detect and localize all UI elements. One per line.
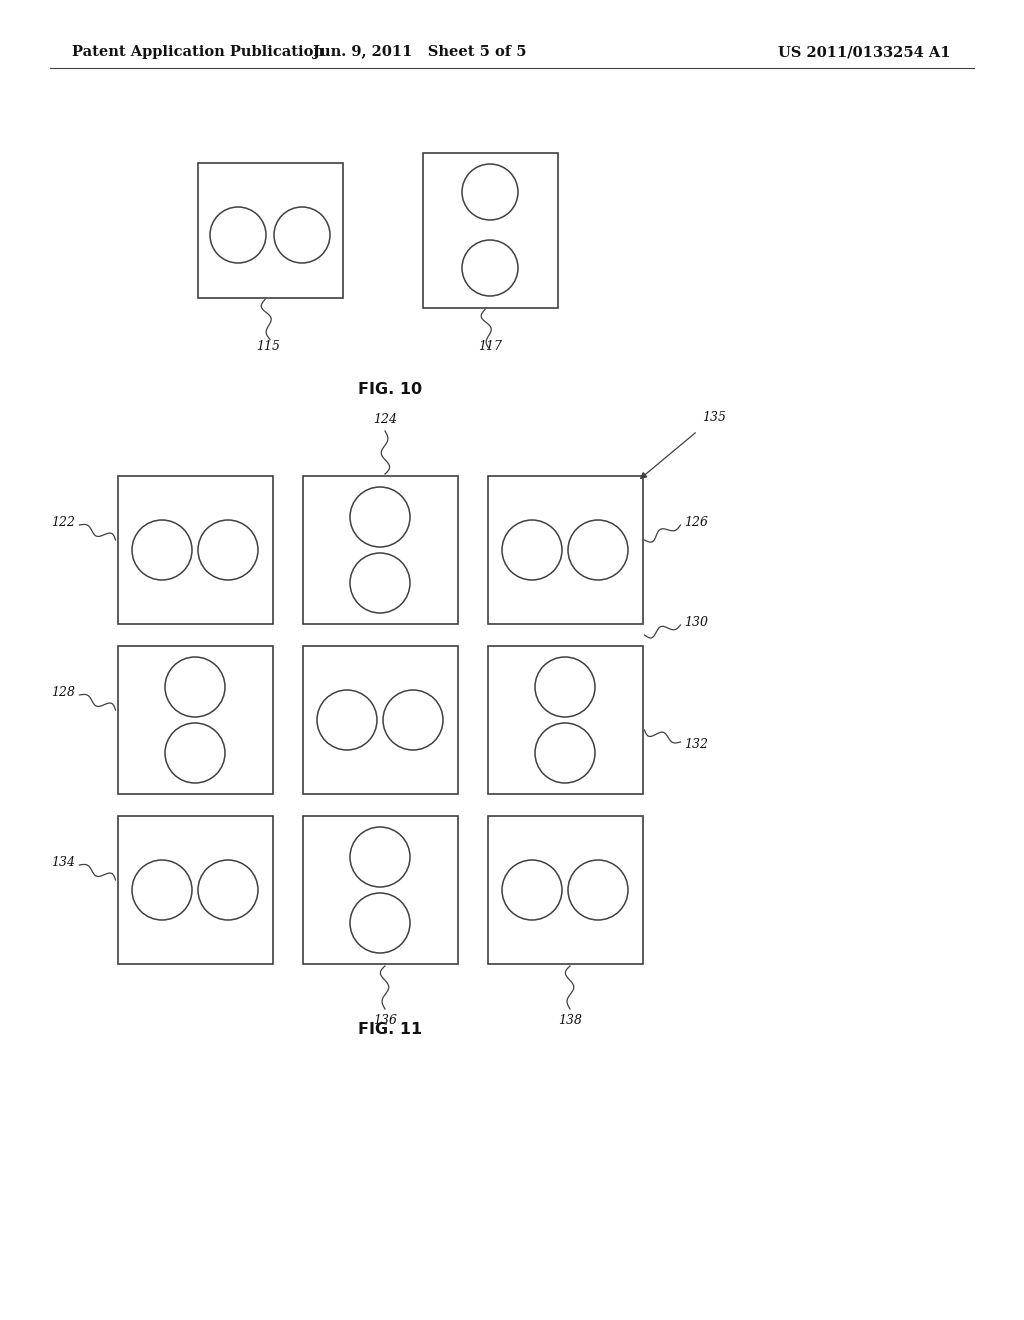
Bar [302,816,458,964]
Text: 132: 132 [684,738,709,751]
Circle shape [317,690,377,750]
Circle shape [462,240,518,296]
Text: 138: 138 [558,1014,582,1027]
Circle shape [502,861,562,920]
Bar [302,477,458,624]
Bar [198,162,342,297]
Circle shape [132,861,193,920]
Bar [302,645,458,795]
Bar [487,645,642,795]
Circle shape [383,690,443,750]
Bar [118,816,272,964]
Circle shape [462,164,518,220]
Circle shape [198,520,258,579]
Text: 130: 130 [684,616,709,630]
Circle shape [350,487,410,546]
Text: US 2011/0133254 A1: US 2011/0133254 A1 [777,45,950,59]
Circle shape [165,723,225,783]
Circle shape [568,520,628,579]
Circle shape [132,520,193,579]
Bar [423,153,557,308]
Circle shape [210,207,266,263]
Text: 115: 115 [256,341,280,352]
Text: 117: 117 [478,341,502,352]
Circle shape [350,553,410,612]
Circle shape [350,828,410,887]
Circle shape [165,657,225,717]
Circle shape [535,657,595,717]
Circle shape [350,894,410,953]
Bar [118,645,272,795]
Circle shape [502,520,562,579]
Text: 135: 135 [702,411,726,424]
Text: FIG. 10: FIG. 10 [358,381,422,397]
Circle shape [568,861,628,920]
Text: 124: 124 [373,413,397,426]
Bar [487,477,642,624]
Text: 122: 122 [51,516,76,528]
Text: 126: 126 [684,516,709,528]
Text: Jun. 9, 2011   Sheet 5 of 5: Jun. 9, 2011 Sheet 5 of 5 [313,45,526,59]
Bar [118,477,272,624]
Text: 134: 134 [51,855,76,869]
Circle shape [535,723,595,783]
Circle shape [274,207,330,263]
Circle shape [198,861,258,920]
Text: 136: 136 [373,1014,397,1027]
Text: 128: 128 [51,685,76,698]
Text: FIG. 11: FIG. 11 [358,1022,422,1038]
Bar [487,816,642,964]
Text: Patent Application Publication: Patent Application Publication [72,45,324,59]
